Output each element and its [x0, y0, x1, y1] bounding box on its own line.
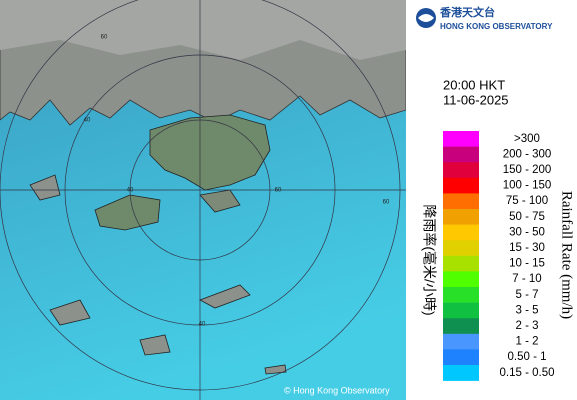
- ring-label: 60: [101, 35, 108, 41]
- legend-label: 200 - 300: [503, 148, 552, 160]
- legend-label: 0.15 - 0.50: [500, 367, 555, 379]
- copyright: © Hong Kong Observatory: [284, 385, 390, 395]
- ring-label: 40: [127, 188, 134, 194]
- legend-swatch: [443, 255, 479, 272]
- hk-island: [199, 189, 241, 213]
- legend-label: 1 - 2: [515, 336, 538, 348]
- ring-label: 40: [199, 322, 206, 328]
- island: [139, 334, 171, 356]
- legend-swatch: [443, 162, 479, 179]
- time: 20:00 HKT: [443, 77, 505, 92]
- legend-swatch: [443, 287, 479, 303]
- island: [29, 174, 61, 201]
- legend-title-en: Rainfall Rate (mm/h): [559, 191, 575, 319]
- legend-label: >300: [514, 133, 540, 145]
- org-name-en: HONG KONG OBSERVATORY: [440, 22, 553, 31]
- legend-swatch: [443, 365, 479, 381]
- map: 60 40 60 40 60 40 © Hong Kong Observatory: [0, 0, 406, 400]
- legend-label: 7 - 10: [512, 273, 541, 285]
- legend-swatch: [443, 333, 479, 350]
- legend-swatch: [443, 209, 479, 225]
- legend-swatch: [443, 240, 479, 257]
- org-name-zh: 香港天文台: [439, 5, 495, 19]
- legend: >300 200 - 300 150 - 200 100 - 150 75 - 100 5…: [443, 131, 554, 381]
- ring-label: 40: [84, 118, 91, 124]
- legend-swatch: [443, 318, 479, 335]
- legend-label: 30 - 50: [509, 226, 545, 238]
- legend-label: 5 - 7: [515, 289, 538, 301]
- legend-swatch: [443, 146, 479, 163]
- hong-kong: [149, 114, 271, 191]
- legend-label: 0.50 - 1: [508, 351, 547, 363]
- island: [49, 299, 91, 326]
- cloud-land: [0, 0, 406, 60]
- ring-label: 60: [383, 200, 390, 206]
- legend-label: 100 - 150: [503, 180, 552, 192]
- island: [264, 364, 287, 375]
- legend-label: 15 - 30: [509, 242, 545, 254]
- legend-swatch: [443, 193, 479, 210]
- legend-title-zh: 降雨率(毫米/小時): [421, 204, 437, 315]
- legend-label: 150 - 200: [503, 164, 552, 176]
- range-rings: [0, 0, 406, 400]
- ring-label: 60: [275, 188, 282, 194]
- legend-label: 3 - 5: [515, 304, 538, 316]
- legend-swatch: [443, 349, 479, 366]
- legend-swatch: [443, 302, 479, 319]
- legend-swatch: [443, 131, 479, 147]
- legend-label: 75 - 100: [506, 195, 548, 207]
- island: [199, 284, 251, 309]
- logo: 香港天文台 HONG KONG OBSERVATORY: [416, 5, 553, 31]
- legend-swatch: [443, 177, 479, 194]
- legend-label: 2 - 3: [515, 320, 538, 332]
- legend-swatch: [443, 224, 479, 241]
- legend-swatch: [443, 271, 479, 288]
- legend-label: 50 - 75: [509, 211, 545, 223]
- date: 11-06-2025: [443, 92, 509, 107]
- legend-label: 10 - 15: [509, 258, 545, 270]
